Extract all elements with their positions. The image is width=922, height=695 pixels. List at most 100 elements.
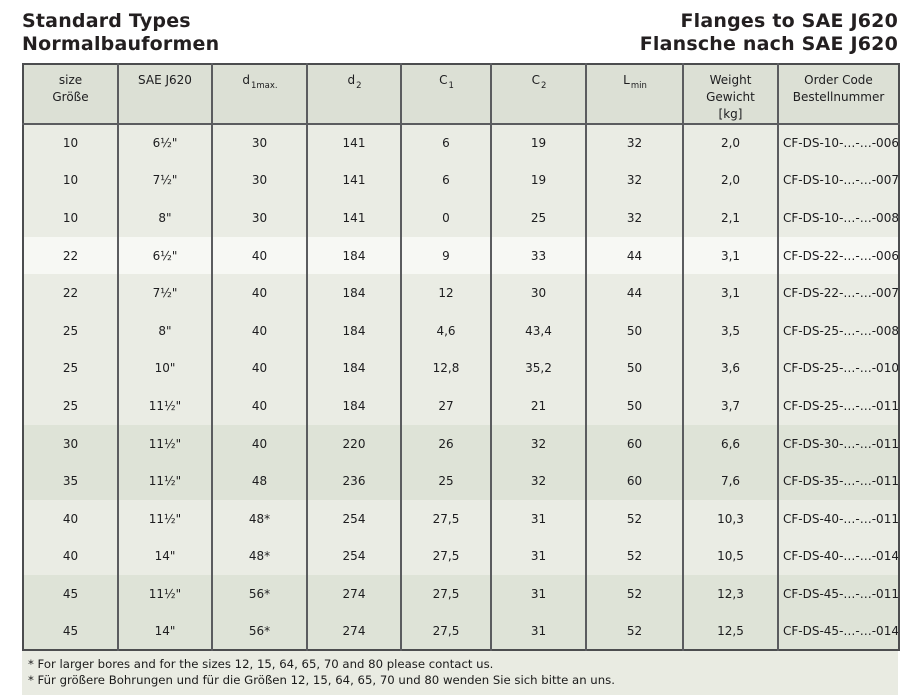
data-cell: 6 — [400, 124, 491, 162]
column-header: Order Code Bestellnummer — [777, 64, 899, 125]
data-cell: 27 — [400, 387, 491, 425]
data-cell: 40 — [211, 236, 307, 275]
data-cell: 184 — [306, 274, 401, 312]
table-row: 10 7½" 30 141 6 19 32 2,0 CF-DS-10-…-…-007 — [23, 161, 899, 200]
data-cell: 30 — [211, 199, 307, 237]
order-code-cell: CF-DS-35-…-…-011 — [777, 462, 899, 500]
order-code-cell: CF-DS-22-…-…-006 — [777, 236, 899, 275]
data-cell: 19 — [490, 161, 586, 200]
table-row: 10 6½" 30 141 6 19 32 2,0 CF-DS-10-…-…-006 — [23, 124, 899, 162]
table-row: 25 10" 40 184 12,8 35,2 50 3,6 CF-DS-25-…-…-010 — [23, 349, 899, 388]
footnote-en: * For larger bores and for the sizes 12,… — [28, 657, 494, 672]
data-cell: 14" — [117, 537, 212, 576]
data-cell: 11½" — [117, 462, 212, 500]
column-header: C1 — [400, 64, 491, 125]
data-cell: 11½" — [117, 424, 212, 463]
table-row: 25 8" 40 184 4,6 43,4 50 3,5 CF-DS-25-…-…-008 — [23, 311, 899, 350]
flange-dimensions-table: size Größe SAE J620 d1max. d2 C1 C2 Lmin Weight G… — [22, 63, 900, 652]
data-cell: 2,0 — [682, 161, 778, 200]
data-cell: 3,6 — [682, 349, 778, 388]
data-cell: 43,4 — [490, 311, 586, 350]
data-cell: 52 — [585, 612, 683, 651]
data-cell: 31 — [490, 537, 586, 576]
order-code-cell: CF-DS-40-…-…-011 — [777, 499, 899, 538]
data-cell: 52 — [585, 499, 683, 538]
data-cell: 52 — [585, 575, 683, 613]
subject-title-en: Flanges to SAE J620 — [680, 10, 898, 32]
data-cell: 31 — [490, 499, 586, 538]
order-code-cell: CF-DS-25-…-…-008 — [777, 311, 899, 350]
table-row: 45 11½" 56* 274 27,5 31 52 12,3 CF-DS-45-…-…-011 — [23, 575, 899, 613]
table-row: 22 7½" 40 184 12 30 44 3,1 CF-DS-22-…-…-007 — [23, 274, 899, 312]
table-row: 22 6½" 40 184 9 33 44 3,1 CF-DS-22-…-…-006 — [23, 236, 899, 275]
data-cell: 25 — [490, 199, 586, 237]
datasheet-page: Standard Types Normalbauformen Flanges t… — [22, 0, 900, 695]
data-cell: 32 — [585, 199, 683, 237]
data-cell: 27,5 — [400, 612, 491, 651]
table-row: 40 14" 48* 254 27,5 31 52 10,5 CF-DS-40-…-…-014 — [23, 537, 899, 576]
data-cell: 40 — [211, 311, 307, 350]
column-header: Lmin — [585, 64, 683, 125]
table-row: 25 11½" 40 184 27 21 50 3,7 CF-DS-25-…-…-011 — [23, 387, 899, 425]
data-cell: 7½" — [117, 161, 212, 200]
data-cell: 10" — [117, 349, 212, 388]
data-cell: 21 — [490, 387, 586, 425]
data-cell: 27,5 — [400, 499, 491, 538]
data-cell: 52 — [585, 537, 683, 576]
data-cell: 40 — [211, 349, 307, 388]
data-cell: 12 — [400, 274, 491, 312]
data-cell: 25 — [23, 349, 118, 388]
data-cell: 44 — [585, 274, 683, 312]
data-cell: 6½" — [117, 124, 212, 162]
data-cell: 33 — [490, 236, 586, 275]
data-cell: 44 — [585, 236, 683, 275]
data-cell: 11½" — [117, 575, 212, 613]
column-header: Weight Gewicht [kg] — [682, 64, 778, 125]
data-cell: 11½" — [117, 387, 212, 425]
data-cell: 40 — [211, 274, 307, 312]
data-cell: 56* — [211, 612, 307, 651]
title-right: Flanges to SAE J620 Flansche nach SAE J6… — [640, 10, 898, 56]
data-cell: 26 — [400, 424, 491, 463]
data-cell: 3,7 — [682, 387, 778, 425]
subject-title-de: Flansche nach SAE J620 — [639, 33, 898, 55]
data-cell: 45 — [23, 612, 118, 651]
order-code-cell: CF-DS-45-…-…-011 — [777, 575, 899, 613]
title-de: Normalbauformen — [22, 33, 220, 55]
data-cell: 7½" — [117, 274, 212, 312]
title-en: Standard Types — [22, 10, 191, 32]
table-row: 35 11½" 48 236 25 32 60 7,6 CF-DS-35-…-…-011 — [23, 462, 899, 500]
data-cell: 2,1 — [682, 199, 778, 237]
data-cell: 60 — [585, 424, 683, 463]
data-cell: 32 — [585, 161, 683, 200]
data-cell: 48 — [211, 462, 307, 500]
data-cell: 10 — [23, 124, 118, 162]
header-row: size Größe SAE J620 d1max. d2 C1 C2 Lmin Weight G… — [23, 64, 899, 125]
data-cell: 184 — [306, 236, 401, 275]
data-cell: 22 — [23, 274, 118, 312]
order-code-cell: CF-DS-10-…-…-006 — [777, 124, 899, 162]
title-left: Standard Types Normalbauformen — [22, 10, 219, 56]
data-cell: 10 — [23, 199, 118, 237]
data-cell: 8" — [117, 311, 212, 350]
data-cell: 25 — [23, 387, 118, 425]
order-code-cell: CF-DS-10-…-…-007 — [777, 161, 899, 200]
data-cell: 30 — [490, 274, 586, 312]
data-cell: 220 — [306, 424, 401, 463]
data-cell: 10 — [23, 161, 118, 200]
data-cell: 6,6 — [682, 424, 778, 463]
data-cell: 32 — [490, 462, 586, 500]
data-cell: 254 — [306, 537, 401, 576]
data-cell: 22 — [23, 236, 118, 275]
column-header: C2 — [490, 64, 586, 125]
data-cell: 184 — [306, 349, 401, 388]
data-cell: 3,5 — [682, 311, 778, 350]
column-header: d2 — [306, 64, 401, 125]
data-cell: 32 — [490, 424, 586, 463]
data-cell: 4,6 — [400, 311, 491, 350]
data-cell: 254 — [306, 499, 401, 538]
data-cell: 11½" — [117, 499, 212, 538]
data-cell: 274 — [306, 612, 401, 651]
data-cell: 10,3 — [682, 499, 778, 538]
data-cell: 50 — [585, 311, 683, 350]
